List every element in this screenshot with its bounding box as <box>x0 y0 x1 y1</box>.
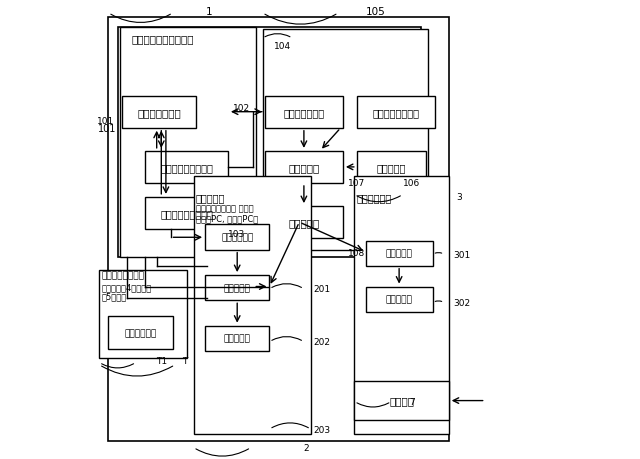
Text: ポイント作成部: ポイント作成部 <box>137 107 181 118</box>
Text: 101: 101 <box>99 123 116 134</box>
Text: T1: T1 <box>156 356 167 365</box>
Text: 映像表示部: 映像表示部 <box>224 334 251 343</box>
Text: 映像配信部: 映像配信部 <box>288 218 319 228</box>
FancyBboxPatch shape <box>205 225 269 250</box>
FancyBboxPatch shape <box>355 177 449 434</box>
FancyBboxPatch shape <box>99 271 187 358</box>
Text: 映像取得部: 映像取得部 <box>224 284 251 292</box>
FancyBboxPatch shape <box>357 96 435 129</box>
FancyBboxPatch shape <box>265 207 343 239</box>
FancyBboxPatch shape <box>122 96 196 129</box>
Text: 映像表示装置: 映像表示装置 <box>357 192 392 202</box>
Text: 105: 105 <box>365 6 385 17</box>
FancyBboxPatch shape <box>145 197 228 230</box>
Text: 映像取得部: 映像取得部 <box>386 249 413 258</box>
Text: 課金ポイント保存部: 課金ポイント保存部 <box>160 162 213 173</box>
Text: 302: 302 <box>453 298 470 308</box>
Text: 108: 108 <box>348 248 365 257</box>
Text: 演出装置: 演出装置 <box>389 396 414 405</box>
Text: トップPC, ノートPC）: トップPC, ノートPC） <box>196 213 258 223</box>
Text: 101: 101 <box>97 117 115 126</box>
Text: 入力デバイス: 入力デバイス <box>221 233 253 242</box>
Text: その他の入力端末: その他の入力端末 <box>102 271 145 280</box>
Text: 1: 1 <box>206 6 213 17</box>
Text: 映像加工部: 映像加工部 <box>288 162 319 173</box>
FancyBboxPatch shape <box>262 30 428 250</box>
FancyBboxPatch shape <box>205 275 269 301</box>
Text: 203: 203 <box>313 425 330 434</box>
Text: 入力ポイント保存部: 入力ポイント保存部 <box>160 208 213 218</box>
Text: 107: 107 <box>348 179 365 188</box>
Text: 2: 2 <box>303 443 309 452</box>
FancyBboxPatch shape <box>366 287 433 312</box>
Text: 映像表示部: 映像表示部 <box>386 295 413 304</box>
FancyBboxPatch shape <box>108 18 449 441</box>
FancyBboxPatch shape <box>108 317 173 349</box>
Text: ユーザ端末: ユーザ端末 <box>196 192 225 202</box>
FancyBboxPatch shape <box>193 177 311 434</box>
FancyBboxPatch shape <box>205 326 269 351</box>
Text: T: T <box>182 356 187 365</box>
Text: （集音装置4、撮像装: （集音装置4、撮像装 <box>102 282 152 291</box>
Text: 301: 301 <box>453 250 470 259</box>
Text: 102: 102 <box>232 103 250 112</box>
Text: 104: 104 <box>274 41 291 50</box>
Text: 201: 201 <box>313 285 330 294</box>
Text: 演出制御サブシステム: 演出制御サブシステム <box>131 34 194 44</box>
Text: ライブ映像受信部: ライブ映像受信部 <box>372 107 419 118</box>
Text: （携帯情報端末、 デスク: （携帯情報端末、 デスク <box>196 204 253 213</box>
Text: 3: 3 <box>456 193 462 202</box>
Text: 7: 7 <box>409 397 415 406</box>
FancyBboxPatch shape <box>265 151 343 184</box>
FancyBboxPatch shape <box>145 151 228 184</box>
FancyBboxPatch shape <box>357 151 426 184</box>
Text: 入力デバイス: 入力デバイス <box>124 328 157 337</box>
FancyBboxPatch shape <box>355 381 449 420</box>
Text: 演出効果選定部: 演出効果選定部 <box>284 107 324 118</box>
Text: 106: 106 <box>403 179 420 188</box>
Text: 置5など）: 置5など） <box>102 291 127 301</box>
Text: 202: 202 <box>313 337 330 347</box>
FancyBboxPatch shape <box>265 96 343 129</box>
Text: 映像保存部: 映像保存部 <box>376 162 406 173</box>
FancyBboxPatch shape <box>118 28 421 257</box>
FancyBboxPatch shape <box>120 28 255 257</box>
Text: 103: 103 <box>228 230 245 239</box>
FancyBboxPatch shape <box>366 241 433 266</box>
